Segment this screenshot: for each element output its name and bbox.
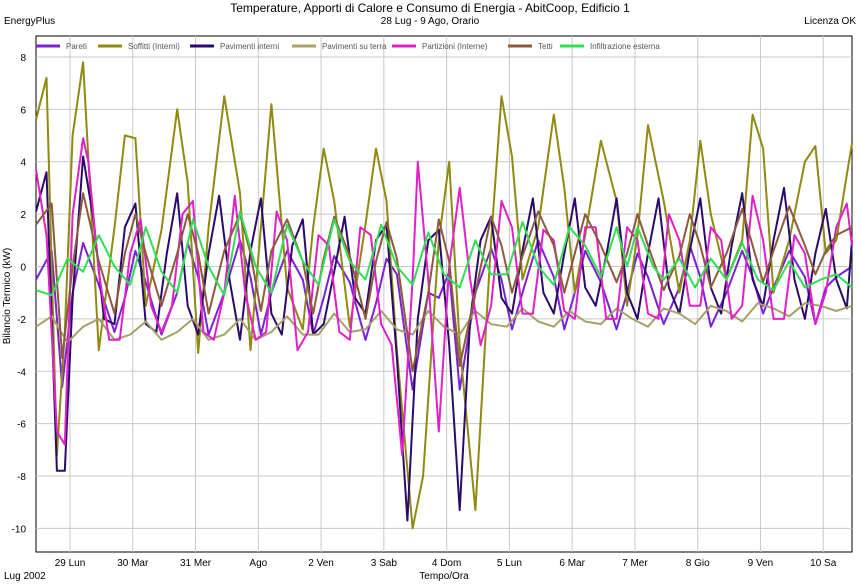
y-tick-label: -10 (12, 524, 27, 535)
legend-label: Pareti (66, 42, 87, 51)
x-axis-ticks: 29 Lun 30 Mar 31 Mer Ago 2 Ven 3 Sab 4 Dom 5 Lu… (55, 558, 837, 569)
x-tick-label: 4 Dom (432, 558, 461, 569)
chart-legend: Pareti Soffitti (Interni) Pavimenti intern… (36, 42, 660, 51)
x-tick-label: 31 Mer (180, 558, 212, 569)
y-tick-label: 0 (20, 262, 26, 273)
x-tick-label: 9 Ven (748, 558, 774, 569)
series-line (35, 302, 853, 344)
x-tick-label: 2 Ven (308, 558, 334, 569)
legend-label: Pavimenti su terra (322, 42, 387, 51)
x-axis-label: Tempo/Ora (419, 571, 469, 582)
y-tick-label: 6 (20, 105, 26, 116)
x-tick-label: 10 Sa (810, 558, 837, 569)
license-status: Licenza OK (804, 16, 856, 27)
series-lines (35, 61, 853, 530)
series-line (35, 192, 853, 373)
legend-label: Partizioni (Interne) (422, 42, 488, 51)
series-line (35, 61, 853, 530)
legend-label: Infiltrazione esterna (590, 42, 660, 51)
series-line (35, 210, 853, 297)
y-tick-label: -4 (17, 367, 26, 378)
chart-subtitle: 28 Lug - 9 Ago, Orario (380, 16, 480, 27)
x-tick-label: 30 Mar (117, 558, 149, 569)
legend-label: Soffitti (Interni) (128, 42, 180, 51)
x-tick-label: 7 Mer (622, 558, 648, 569)
x-tick-label: 29 Lun (55, 558, 86, 569)
y-axis-ticks: -10 -8 -6 -4 -2 0 2 4 6 8 (12, 53, 27, 535)
y-axis-label: Bilancio Termico (kW) (2, 248, 13, 345)
series-line (35, 137, 853, 457)
period-label: Lug 2002 (4, 571, 46, 582)
legend-label: Tetti (538, 42, 553, 51)
y-tick-label: 8 (20, 53, 26, 64)
x-tick-label: Ago (249, 558, 267, 569)
software-tag: EnergyPlus (4, 16, 56, 27)
x-tick-label: 6 Mar (559, 558, 585, 569)
x-tick-label: 3 Sab (371, 558, 398, 569)
x-tick-label: 8 Gio (686, 558, 710, 569)
y-tick-label: 4 (20, 158, 26, 169)
y-tick-label: -2 (17, 315, 26, 326)
x-tick-label: 5 Lun (497, 558, 522, 569)
chart-title: Temperature, Apporti di Calore e Consumo… (230, 1, 630, 15)
legend-label: Pavimenti interni (220, 42, 279, 51)
y-tick-label: 2 (20, 210, 26, 221)
y-tick-label: -8 (17, 472, 26, 483)
y-tick-label: -6 (17, 420, 26, 431)
